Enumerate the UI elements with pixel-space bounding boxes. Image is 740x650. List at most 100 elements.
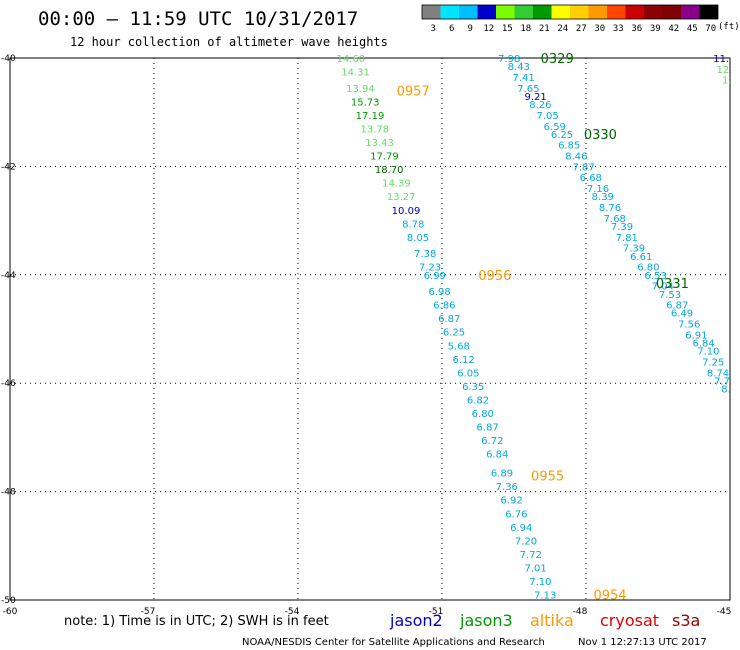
colorbar-label: 3 bbox=[431, 24, 436, 34]
wave-height-point: 7.10 bbox=[529, 577, 551, 588]
wave-height-point: 6.89 bbox=[491, 469, 513, 480]
colorbar-label: 30 bbox=[594, 24, 605, 34]
wave-height-point: 12.4 bbox=[716, 65, 738, 76]
colorbar-swatch bbox=[551, 5, 570, 19]
wave-height-point: 5.68 bbox=[448, 341, 470, 352]
wave-height-point: 7.16 bbox=[587, 184, 609, 195]
colorbar-swatch bbox=[533, 5, 552, 19]
wave-height-point: 7.01 bbox=[524, 563, 546, 574]
wave-height-point: 8.5 bbox=[732, 395, 740, 406]
wave-height-point: 6.84 bbox=[486, 450, 508, 461]
colorbar-swatch bbox=[570, 5, 589, 19]
x-tick-label: -48 bbox=[573, 607, 588, 617]
wave-height-point: 6.91 bbox=[685, 330, 707, 341]
wave-height-point: 7.10 bbox=[697, 347, 719, 358]
pass-time-label: 0330 bbox=[584, 128, 617, 143]
wave-height-point: 8.05 bbox=[407, 233, 429, 244]
wave-height-point: 8.39 bbox=[592, 192, 614, 203]
wave-height-point: 6.72 bbox=[481, 436, 503, 447]
wave-height-point: 7.20 bbox=[515, 536, 537, 547]
wave-height-point: 8.43 bbox=[508, 62, 530, 73]
pass-time-label: 0329 bbox=[541, 52, 574, 67]
wave-height-point: 6.59 bbox=[544, 122, 566, 133]
colorbar-swatch bbox=[514, 5, 533, 19]
wave-height-point: 8.58 bbox=[721, 385, 740, 396]
colorbar-label: 39 bbox=[650, 24, 661, 34]
wave-height-point: 7.56 bbox=[678, 320, 700, 331]
x-tick-label: -60 bbox=[3, 607, 18, 617]
colorbar-swatch bbox=[662, 5, 681, 19]
legend-entry-jason2: jason2 bbox=[389, 611, 443, 630]
chart-subtitle: 12 hour collection of altimeter wave hei… bbox=[70, 35, 388, 49]
wave-height-point: 7.87 bbox=[572, 162, 594, 173]
wave-height-point: 13.78 bbox=[360, 124, 389, 135]
colorbar-label: 21 bbox=[539, 24, 550, 34]
wave-height-point: 7.04 bbox=[652, 282, 674, 293]
wave-height-point: 6.05 bbox=[457, 368, 479, 379]
colorbar-swatch bbox=[440, 5, 459, 19]
grid-lines bbox=[10, 58, 730, 600]
footer-timestamp: Nov 1 12:27:13 UTC 2017 bbox=[578, 637, 707, 648]
footer-note: note: 1) Time is in UTC; 2) SWH is in fe… bbox=[64, 614, 329, 629]
wave-height-point: 7.25 bbox=[702, 358, 724, 369]
colorbar-label: 45 bbox=[687, 24, 698, 34]
wave-height-point: 7.39 bbox=[611, 222, 633, 233]
wave-height-point: 7.13 bbox=[534, 591, 556, 602]
colorbar-label: 70 bbox=[705, 24, 716, 34]
wave-height-point: 9.21 bbox=[524, 92, 546, 103]
colorbar-swatch bbox=[607, 5, 626, 19]
wave-height-point: 12. bbox=[722, 76, 738, 87]
x-tick-label: -51 bbox=[429, 607, 444, 617]
colorbar-swatch bbox=[681, 5, 700, 19]
wave-height-point: 6.25 bbox=[551, 130, 573, 141]
colorbar-label: 18 bbox=[520, 24, 531, 34]
pass-time-label: 0954 bbox=[593, 589, 626, 604]
x-tick-label: -45 bbox=[717, 607, 732, 617]
footer-credit: NOAA/NESDIS Center for Satellite Applica… bbox=[242, 637, 545, 648]
wave-height-point: 6.86 bbox=[433, 301, 455, 312]
wave-height-point: 6.99 bbox=[424, 271, 446, 282]
colorbar-label: 9 bbox=[468, 24, 473, 34]
wave-height-point: 6.87 bbox=[438, 314, 460, 325]
wave-height-point: 6.98 bbox=[428, 287, 450, 298]
wave-height-point: 7.23 bbox=[419, 263, 441, 274]
wave-height-point: 6.61 bbox=[630, 252, 652, 263]
y-tick-label: -44 bbox=[1, 271, 16, 281]
wave-height-point: 7.39 bbox=[623, 244, 645, 255]
wave-height-point: 7.05 bbox=[536, 111, 558, 122]
colorbar-swatch bbox=[644, 5, 663, 19]
wave-height-point: 6.12 bbox=[452, 355, 474, 366]
plot-frame bbox=[9, 57, 731, 601]
wave-height-point: 7.76 bbox=[714, 376, 736, 387]
y-tick-label: -40 bbox=[1, 54, 16, 64]
y-tick-label: -50 bbox=[1, 596, 16, 606]
wave-height-point: 18.70 bbox=[375, 165, 404, 176]
y-tick-label: -46 bbox=[1, 379, 16, 389]
x-tick-label: -54 bbox=[285, 607, 300, 617]
wave-height-point: 8.26 bbox=[529, 100, 551, 111]
colorbar-label: 27 bbox=[576, 24, 587, 34]
wave-height-point: 7.68 bbox=[604, 214, 626, 225]
colorbar-swatch bbox=[625, 5, 644, 19]
pass-time-label: 0956 bbox=[478, 269, 511, 284]
wave-height-point: 6.76 bbox=[505, 509, 527, 520]
wave-height-point: 11.40 bbox=[713, 54, 740, 65]
colorbar-label: 6 bbox=[449, 24, 454, 34]
wave-height-point: 6.94 bbox=[510, 523, 532, 534]
wave-height-point: 17.79 bbox=[370, 152, 399, 163]
wave-height-point: 8.46 bbox=[565, 152, 587, 163]
wave-height-point: 7.81 bbox=[616, 233, 638, 244]
wave-height-point: 7.38 bbox=[414, 249, 436, 260]
wave-height-point: 6.80 bbox=[637, 263, 659, 274]
wave-height-point: 6.53 bbox=[644, 271, 666, 282]
wave-height-point: 13.94 bbox=[346, 84, 375, 95]
legend-entry-s3a: s3a bbox=[672, 611, 700, 630]
pass-time-label: 0331 bbox=[656, 277, 689, 292]
wave-height-point: 10 bbox=[728, 97, 740, 108]
colorbar-unit: (ft) bbox=[718, 22, 740, 32]
colorbar-border bbox=[421, 4, 719, 20]
colorbar-legend: 3 6 9 12 15 18 21 24 27 30 33 36 39 42 45 70 bbox=[421, 4, 719, 34]
wave-height-point: 7.65 bbox=[517, 84, 539, 95]
colorbar-swatch bbox=[477, 5, 496, 19]
